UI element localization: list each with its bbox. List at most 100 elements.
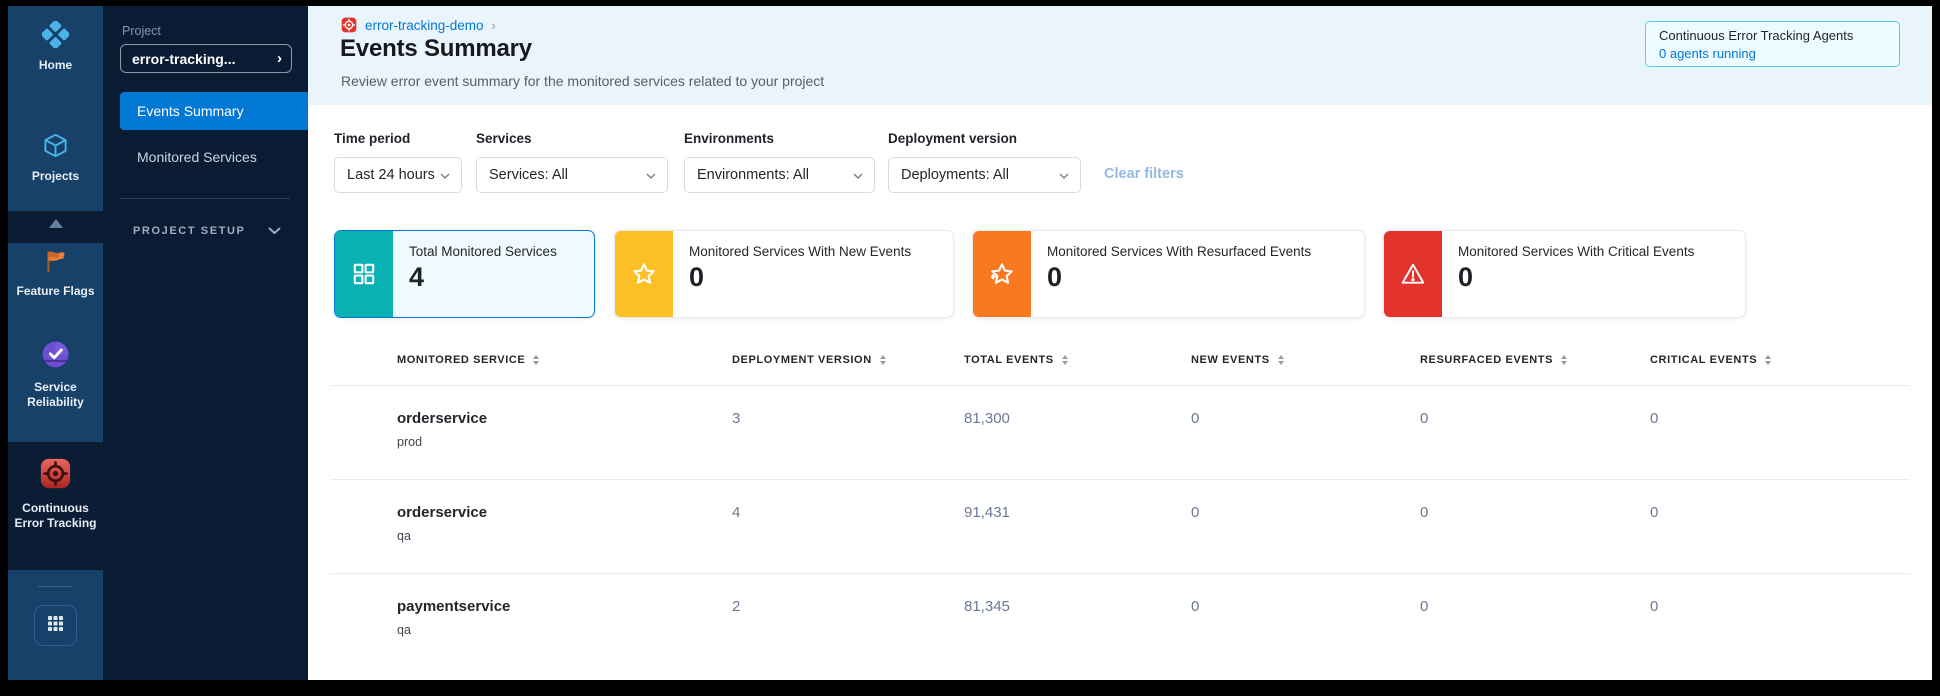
service-name: orderservice: [397, 410, 732, 427]
column-label: TOTAL EVENTS: [964, 354, 1054, 366]
module-picker-button[interactable]: [34, 605, 77, 646]
home-icon: [42, 21, 69, 53]
services-select[interactable]: Services: All: [476, 157, 668, 193]
rail-item-label: Service Reliability: [8, 380, 103, 410]
project-selector[interactable]: error-tracking... ›: [120, 44, 292, 73]
panel-divider: [120, 198, 290, 199]
column-header-critical-events[interactable]: CRITICAL EVENTS: [1650, 348, 1910, 385]
breadcrumb-project-link[interactable]: error-tracking-demo: [365, 18, 484, 33]
nav-item-monitored-services[interactable]: Monitored Services: [137, 149, 257, 165]
chevron-down-icon: [440, 166, 450, 184]
service-environment: qa: [397, 623, 732, 637]
table-row[interactable]: orderservice prod 3 81,300 0 0 0: [330, 386, 1910, 480]
deployments-select[interactable]: Deployments: All: [888, 157, 1081, 193]
column-header-deployment-version[interactable]: DEPLOYMENT VERSION: [732, 348, 964, 385]
time-period-select[interactable]: Last 24 hours: [334, 157, 462, 193]
clear-filters-button[interactable]: Clear filters: [1104, 166, 1184, 182]
sort-icon: [880, 355, 886, 365]
rail-item-service-reliability[interactable]: Service Reliability: [8, 339, 103, 410]
card-value: 0: [1047, 262, 1311, 293]
rail-divider: [38, 586, 72, 587]
table-row[interactable]: paymentservice qa 2 81,345 0 0 0: [330, 574, 1910, 680]
new-events-cell: 0: [1191, 386, 1420, 479]
sort-icon: [1765, 355, 1771, 365]
resurfaced-events-cell: 0: [1420, 574, 1650, 680]
rail-item-label: Continuous Error Tracking: [8, 501, 103, 531]
main-content: error-tracking-demo › Events Summary Rev…: [308, 6, 1932, 680]
projects-cube-icon: [42, 132, 69, 164]
monitored-services-grid-icon: [335, 231, 393, 317]
service-environment: prod: [397, 435, 732, 449]
card-label: Monitored Services With Critical Events: [1458, 244, 1694, 259]
rail-item-label: Projects: [28, 169, 83, 184]
column-label: CRITICAL EVENTS: [1650, 354, 1757, 366]
column-header-new-events[interactable]: NEW EVENTS: [1191, 348, 1420, 385]
card-label: Monitored Services With Resurfaced Event…: [1047, 244, 1311, 259]
warning-triangle-icon: [1384, 231, 1442, 317]
card-value: 0: [689, 262, 911, 293]
column-header-total-events[interactable]: TOTAL EVENTS: [964, 348, 1191, 385]
filter-label-environments: Environments: [684, 131, 774, 146]
column-label: DEPLOYMENT VERSION: [732, 354, 872, 366]
column-label: MONITORED SERVICE: [397, 354, 525, 366]
card-total-monitored-services[interactable]: Total Monitored Services 4: [334, 230, 595, 318]
agents-running-link[interactable]: 0 agents running: [1659, 46, 1886, 61]
nav-item-label: Monitored Services: [137, 149, 257, 165]
new-events-cell: 0: [1191, 480, 1420, 573]
rail-item-label: Feature Flags: [12, 284, 98, 299]
chevron-down-icon: [268, 222, 281, 240]
rail-scroll-up-icon[interactable]: [8, 219, 103, 228]
card-value: 0: [1458, 262, 1694, 293]
card-critical-events[interactable]: Monitored Services With Critical Events …: [1383, 230, 1746, 318]
page-header: error-tracking-demo › Events Summary Rev…: [308, 6, 1932, 105]
critical-events-cell: 0: [1650, 480, 1910, 573]
deployment-version-cell: 3: [732, 386, 964, 479]
service-reliability-icon: [40, 339, 71, 375]
total-events-cell: 81,300: [964, 386, 1191, 479]
new-events-cell: 0: [1191, 574, 1420, 680]
filter-label-services: Services: [476, 131, 532, 146]
chevron-down-icon: [646, 166, 656, 184]
rail-item-continuous-error-tracking[interactable]: Continuous Error Tracking: [8, 456, 103, 531]
sort-icon: [1062, 355, 1068, 365]
project-setup-toggle[interactable]: PROJECT SETUP: [133, 222, 281, 240]
project-setup-label: PROJECT SETUP: [133, 225, 246, 237]
feature-flags-icon: [43, 248, 69, 279]
service-name: orderservice: [397, 504, 732, 521]
card-label: Total Monitored Services: [409, 244, 557, 259]
table-header-row: MONITORED SERVICE DEPLOYMENT VERSION TOT…: [330, 348, 1910, 386]
agents-panel-title: Continuous Error Tracking Agents: [1659, 28, 1886, 43]
card-value: 4: [409, 262, 557, 293]
grid-icon: [47, 615, 64, 637]
project-section-label: Project: [122, 24, 161, 38]
services-value: Services: All: [489, 167, 646, 183]
environments-select[interactable]: Environments: All: [684, 157, 875, 193]
rail-item-label: Home: [35, 58, 76, 73]
deployment-version-cell: 2: [732, 574, 964, 680]
rail-item-feature-flags[interactable]: Feature Flags: [8, 248, 103, 299]
module-rail: Home Projects Feature Flags Service Reli…: [8, 6, 103, 680]
app-window: Home Projects Feature Flags Service Reli…: [8, 6, 1932, 680]
card-resurfaced-events[interactable]: Monitored Services With Resurfaced Event…: [972, 230, 1365, 318]
table-row[interactable]: orderservice qa 4 91,431 0 0 0: [330, 480, 1910, 574]
filter-label-time-period: Time period: [334, 131, 410, 146]
column-header-monitored-service[interactable]: MONITORED SERVICE: [397, 348, 732, 385]
column-header-resurfaced-events[interactable]: RESURFACED EVENTS: [1420, 348, 1650, 385]
column-label: NEW EVENTS: [1191, 354, 1270, 366]
nav-item-label: Events Summary: [137, 103, 244, 119]
monitored-service-cell: orderservice prod: [397, 386, 732, 479]
sort-icon: [1278, 355, 1284, 365]
continuous-error-tracking-icon: [38, 456, 73, 496]
star-icon: [615, 231, 673, 317]
card-new-events[interactable]: Monitored Services With New Events 0: [614, 230, 954, 318]
critical-events-cell: 0: [1650, 574, 1910, 680]
rail-item-projects[interactable]: Projects: [8, 132, 103, 184]
events-table: MONITORED SERVICE DEPLOYMENT VERSION TOT…: [330, 348, 1910, 680]
monitored-service-cell: paymentservice qa: [397, 574, 732, 680]
rail-item-home[interactable]: Home: [8, 21, 103, 73]
service-name: paymentservice: [397, 598, 732, 615]
nav-item-events-summary[interactable]: Events Summary: [120, 92, 308, 130]
deployment-version-cell: 4: [732, 480, 964, 573]
resurfaced-events-cell: 0: [1420, 480, 1650, 573]
agents-status-panel[interactable]: Continuous Error Tracking Agents 0 agent…: [1645, 21, 1900, 67]
